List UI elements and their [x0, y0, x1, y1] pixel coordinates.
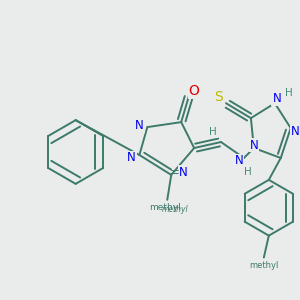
Text: N: N [291, 124, 300, 138]
Text: O: O [189, 84, 200, 98]
Text: N: N [179, 167, 188, 179]
Text: =: = [169, 167, 179, 179]
Text: N: N [250, 139, 258, 152]
Text: methyl: methyl [149, 203, 181, 212]
Text: H: H [285, 88, 292, 98]
Text: methyl: methyl [249, 261, 278, 270]
Text: N: N [272, 92, 281, 105]
Text: methyl: methyl [162, 205, 188, 214]
Text: N: N [235, 154, 243, 167]
Text: S: S [214, 90, 222, 104]
Text: N: N [135, 118, 144, 132]
Text: N: N [127, 152, 136, 164]
Text: H: H [244, 167, 252, 177]
Text: H: H [209, 127, 217, 137]
